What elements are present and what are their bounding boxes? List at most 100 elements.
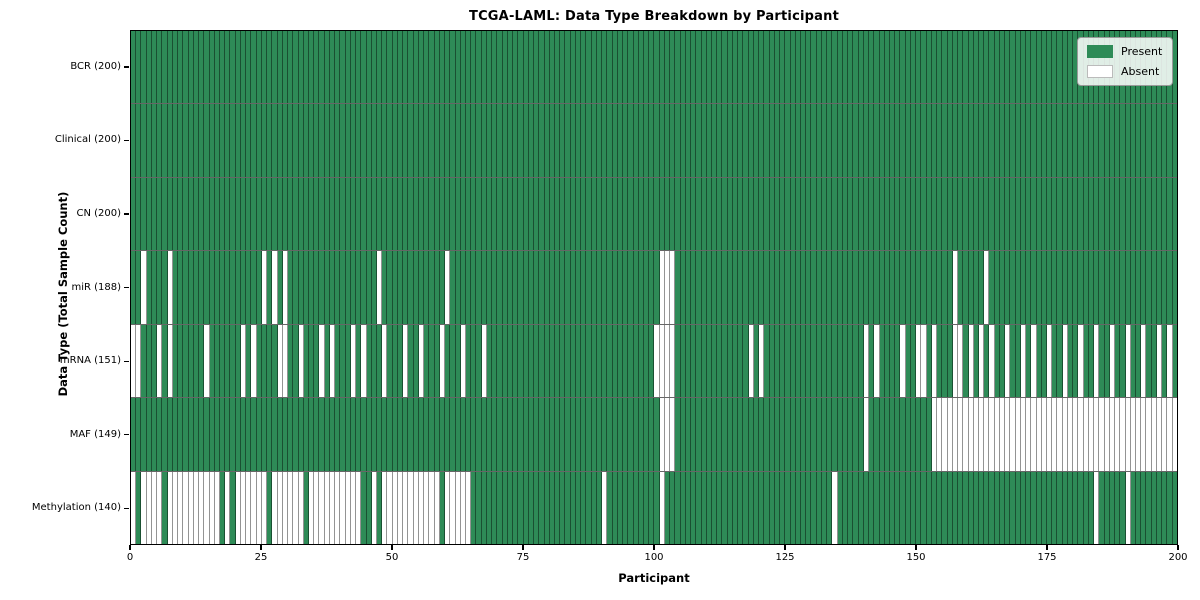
heatmap-cell: [486, 398, 493, 471]
heatmap-cell: [732, 324, 739, 398]
heatmap-cell: [1067, 31, 1074, 104]
heatmap-cell: [884, 398, 890, 471]
heatmap-cell: [1062, 398, 1068, 471]
heatmap-cell: [701, 31, 707, 104]
heatmap-cell: [842, 177, 849, 251]
heatmap-cell: [696, 104, 702, 177]
heatmap-cell: [282, 471, 289, 544]
heatmap-cell: [717, 324, 723, 398]
heatmap-cell: [1151, 471, 1157, 544]
heatmap-cell: [324, 31, 330, 104]
heatmap-cell: [1062, 251, 1068, 324]
heatmap-cell: [643, 251, 650, 324]
heatmap-cell: [1073, 324, 1079, 398]
heatmap-cell: [1073, 177, 1079, 251]
heatmap-cell: [659, 31, 665, 104]
heatmap-cell: [554, 31, 561, 104]
heatmap-cell: [701, 398, 707, 471]
heatmap-cell: [382, 471, 388, 544]
y-tick-label-clinical: Clinical (200): [54, 134, 121, 146]
heatmap-cell: [162, 251, 168, 324]
heatmap-cell: [816, 251, 822, 324]
heatmap-cell: [434, 177, 440, 251]
x-tick-mark: [1177, 545, 1179, 550]
heatmap-cell: [628, 104, 634, 177]
heatmap-cell: [162, 177, 168, 251]
heatmap-cell: [513, 398, 519, 471]
heatmap-cell: [403, 177, 409, 251]
heatmap-cell: [1125, 324, 1131, 398]
heatmap-cell: [277, 471, 283, 544]
heatmap-cell: [958, 104, 964, 177]
heatmap-cell: [1010, 324, 1016, 398]
heatmap-cell: [340, 398, 346, 471]
heatmap-cell: [199, 398, 205, 471]
heatmap-cell: [1036, 398, 1042, 471]
heatmap-cell: [1151, 251, 1157, 324]
heatmap-cell: [314, 398, 320, 471]
heatmap-cell: [523, 471, 529, 544]
heatmap-cell: [1130, 471, 1136, 544]
heatmap-cell: [1146, 471, 1152, 544]
heatmap-cell: [1162, 177, 1168, 251]
heatmap-cell: [460, 398, 466, 471]
x-tick-label-25: 25: [254, 552, 268, 563]
heatmap-cell: [256, 31, 262, 104]
heatmap-cell: [848, 398, 854, 471]
heatmap-cell: [230, 31, 236, 104]
heatmap-cell: [753, 398, 760, 471]
x-axis-label: Participant: [618, 571, 690, 585]
heatmap-cell: [471, 31, 477, 104]
heatmap-cell: [654, 471, 660, 544]
heatmap-cell: [298, 324, 304, 398]
heatmap-cell: [1083, 398, 1089, 471]
heatmap-cell: [874, 324, 880, 398]
heatmap-cell: [816, 398, 822, 471]
heatmap-cell: [774, 31, 781, 104]
heatmap-cell: [623, 324, 629, 398]
heatmap-cell: [235, 324, 241, 398]
heatmap-cell: [256, 251, 262, 324]
heatmap-cell: [968, 471, 974, 544]
heatmap-cell: [602, 177, 608, 251]
heatmap-cell: [1109, 251, 1116, 324]
y-tick-mark: [124, 139, 129, 142]
heatmap-cell: [607, 471, 613, 544]
heatmap-cell: [497, 398, 503, 471]
heatmap-cell: [596, 324, 603, 398]
heatmap-cell: [560, 398, 566, 471]
heatmap-cell: [691, 104, 697, 177]
heatmap-cell: [408, 398, 414, 471]
heatmap-cell: [560, 251, 566, 324]
heatmap-cell: [450, 398, 456, 471]
heatmap-cell: [1109, 104, 1116, 177]
heatmap-cell: [445, 104, 451, 177]
heatmap-cell: [958, 251, 964, 324]
heatmap-cell: [978, 471, 985, 544]
heatmap-cell: [554, 251, 561, 324]
heatmap-cell: [1094, 398, 1100, 471]
heatmap-cell: [879, 251, 885, 324]
heatmap-cell: [136, 471, 142, 544]
heatmap-cell: [795, 104, 801, 177]
heatmap-cell: [397, 251, 404, 324]
heatmap-cell: [884, 324, 890, 398]
heatmap-cell: [308, 31, 315, 104]
heatmap-cell: [424, 104, 430, 177]
heatmap-cell: [382, 177, 388, 251]
heatmap-cell: [738, 471, 744, 544]
heatmap-cell: [942, 398, 948, 471]
heatmap-cell: [172, 398, 179, 471]
heatmap-cell: [1115, 251, 1121, 324]
heatmap-cell: [188, 31, 194, 104]
heatmap-cell: [329, 177, 336, 251]
heatmap-cell: [1099, 471, 1105, 544]
heatmap-cell: [507, 177, 514, 251]
heatmap-cell: [455, 104, 461, 177]
heatmap-cell: [842, 251, 849, 324]
heatmap-cell: [612, 104, 618, 177]
heatmap-cell: [764, 398, 770, 471]
heatmap-cell: [727, 471, 733, 544]
heatmap-cell: [952, 471, 959, 544]
heatmap-cell: [586, 104, 592, 177]
